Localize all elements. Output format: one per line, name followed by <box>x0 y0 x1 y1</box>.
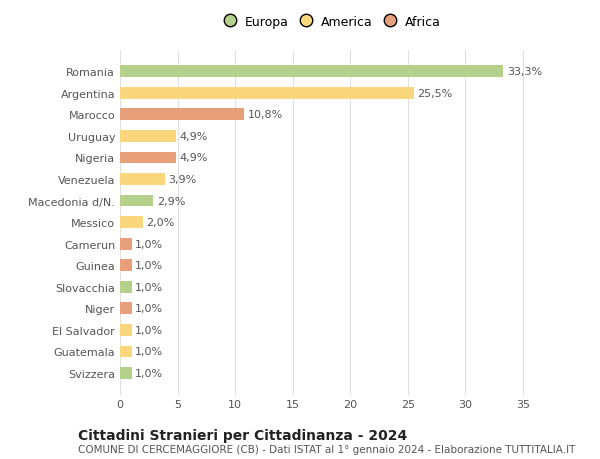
Bar <box>120 88 413 100</box>
Text: 4,9%: 4,9% <box>180 153 208 163</box>
Bar <box>120 238 131 250</box>
Text: 2,9%: 2,9% <box>157 196 185 206</box>
Text: 33,3%: 33,3% <box>507 67 542 77</box>
Text: 3,9%: 3,9% <box>169 174 197 185</box>
Bar <box>120 324 131 336</box>
Bar <box>120 260 131 272</box>
Bar <box>120 281 131 293</box>
Text: 10,8%: 10,8% <box>248 110 283 120</box>
Bar <box>120 217 143 229</box>
Bar <box>120 367 131 379</box>
Bar <box>120 66 503 78</box>
Legend: Europa, America, Africa: Europa, America, Africa <box>221 12 445 33</box>
Text: 2,0%: 2,0% <box>146 218 175 228</box>
Text: 4,9%: 4,9% <box>180 132 208 141</box>
Bar <box>120 174 165 185</box>
Text: 1,0%: 1,0% <box>135 304 163 313</box>
Text: COMUNE DI CERCEMAGGIORE (CB) - Dati ISTAT al 1° gennaio 2024 - Elaborazione TUTT: COMUNE DI CERCEMAGGIORE (CB) - Dati ISTA… <box>78 444 575 454</box>
Bar <box>120 131 176 142</box>
Bar <box>120 109 244 121</box>
Text: 1,0%: 1,0% <box>135 282 163 292</box>
Bar <box>120 152 176 164</box>
Text: 25,5%: 25,5% <box>417 89 452 99</box>
Bar <box>120 195 154 207</box>
Text: 1,0%: 1,0% <box>135 261 163 271</box>
Text: 1,0%: 1,0% <box>135 239 163 249</box>
Bar <box>120 346 131 358</box>
Text: 1,0%: 1,0% <box>135 368 163 378</box>
Text: 1,0%: 1,0% <box>135 325 163 335</box>
Bar <box>120 303 131 314</box>
Text: 1,0%: 1,0% <box>135 347 163 357</box>
Text: Cittadini Stranieri per Cittadinanza - 2024: Cittadini Stranieri per Cittadinanza - 2… <box>78 428 407 442</box>
